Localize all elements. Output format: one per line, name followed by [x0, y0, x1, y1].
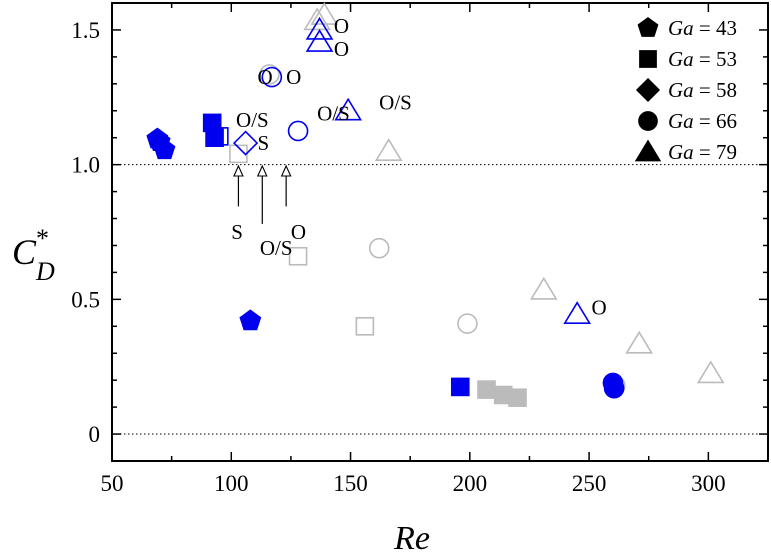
axes [111, 2, 769, 462]
legend-label-var: Ga [668, 109, 694, 133]
point-annotation: O [258, 65, 273, 89]
data-point-triangle [374, 138, 403, 161]
legend-item-square: Ga = 53 [639, 47, 737, 71]
data-point-circle [259, 64, 280, 85]
y-axis-title-sup: * [36, 224, 49, 253]
point-annotation: O/S [236, 108, 269, 132]
data-point-triangle [625, 330, 654, 354]
data-point-square [355, 316, 375, 336]
x-axis-title: Re [393, 520, 430, 557]
data-point-triangle [334, 97, 363, 121]
legend-marker-circle [638, 111, 658, 131]
x-axis-ticks: 50 100 150 200 250 300 [101, 3, 769, 496]
y-tick-label: 0.5 [71, 287, 100, 312]
legend-label: Ga = 53 [668, 47, 737, 71]
data-point-triangle [563, 301, 592, 324]
axes-frame [111, 2, 769, 462]
legend-label-var: Ga [668, 78, 694, 102]
y-axis-title: C* D [12, 224, 55, 286]
y-tick-label: 1.0 [71, 153, 100, 178]
point-annotation: S [231, 220, 243, 244]
legend-label-var: Ga [668, 140, 694, 164]
data-point-square [508, 388, 527, 407]
legend-item-triangle: Ga = 79 [634, 139, 737, 164]
point-annotation: S [258, 131, 270, 155]
x-tick-label: 150 [333, 471, 368, 496]
point-annotation: O/S [379, 91, 412, 115]
legend-label-value: = 43 [694, 16, 737, 40]
legend-label-value: = 58 [694, 78, 737, 102]
data-point-diamond [232, 130, 259, 156]
data-point-circle [457, 313, 478, 334]
y-axis-title-sub: D [35, 257, 55, 286]
data-point-square [477, 380, 496, 399]
point-annotation: O [291, 220, 306, 244]
y-tick-label: 1.5 [71, 18, 100, 43]
data-point-triangle [310, 2, 339, 25]
data-point-square [288, 246, 308, 266]
legend-item-pentagon: Ga = 43 [637, 16, 737, 40]
legend-label-var: Ga [668, 16, 694, 40]
point-annotation: O [286, 65, 301, 89]
y-axis-ticks: 0 0.5 1.0 1.5 [71, 18, 768, 462]
arrow-annotations [233, 164, 292, 224]
y-axis-title-main: C [12, 232, 37, 272]
legend-marker-diamond [635, 77, 661, 103]
data-point-triangle [696, 360, 725, 384]
point-annotation: O [334, 14, 349, 38]
point-annotation: O [334, 37, 349, 61]
legend-marker-square [639, 50, 657, 68]
point-annotation: O [591, 295, 606, 319]
x-tick-label: 300 [691, 471, 726, 496]
y-tick-label: 0 [89, 422, 101, 447]
x-tick-label: 200 [453, 471, 488, 496]
point-annotation: O/S [260, 236, 293, 260]
arrow-head [256, 164, 268, 177]
legend-label: Ga = 66 [668, 109, 737, 133]
data-point-triangle [305, 29, 334, 52]
reference-lines [112, 164, 768, 435]
legend-marker-triangle [634, 139, 662, 162]
point-annotation: O/S [317, 101, 350, 125]
legend-item-diamond: Ga = 58 [635, 77, 737, 103]
legend-label: Ga = 58 [668, 78, 737, 102]
data-point-pentagon [239, 309, 262, 331]
legend-item-circle: Ga = 66 [638, 109, 737, 133]
x-tick-label: 100 [214, 471, 249, 496]
x-tick-label: 50 [101, 471, 124, 496]
legend-label-value: = 53 [694, 47, 737, 71]
data-point-circle [287, 120, 309, 142]
data-point-circle [368, 237, 390, 259]
data-point-triangle [305, 16, 334, 40]
data-point-triangle [303, 7, 331, 31]
arrow-head [233, 164, 244, 177]
arrow-head [280, 164, 292, 177]
legend-label: Ga = 43 [668, 16, 737, 40]
legend-label-value: = 79 [694, 140, 737, 164]
legend-marker-pentagon [637, 17, 659, 37]
data-points [146, 2, 725, 407]
data-point-triangle [529, 276, 558, 300]
legend-label-value: = 66 [694, 109, 737, 133]
data-point-square [450, 377, 470, 397]
legend-label: Ga = 79 [668, 140, 737, 164]
data-point-circle [261, 66, 283, 88]
data-point-square [205, 128, 224, 148]
data-point-pentagon [153, 138, 176, 160]
data-point-circle [603, 377, 625, 399]
legend-label-var: Ga [668, 47, 694, 71]
x-tick-label: 250 [572, 471, 607, 496]
data-point-square [210, 127, 229, 146]
